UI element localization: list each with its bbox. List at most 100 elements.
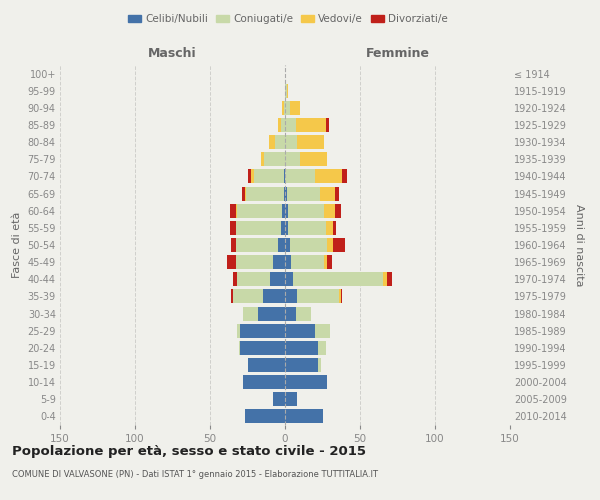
Legend: Celibi/Nubili, Coniugati/e, Vedovi/e, Divorziati/e: Celibi/Nubili, Coniugati/e, Vedovi/e, Di… (124, 10, 452, 29)
Bar (245, 186, 246, 200)
Bar (315, 170, 342, 183)
Bar (258, 306, 285, 320)
Bar (231, 290, 233, 304)
Bar (285, 204, 288, 218)
Bar (285, 306, 296, 320)
Bar (290, 238, 327, 252)
Bar (287, 84, 288, 98)
Bar (241, 186, 245, 200)
Bar (239, 341, 240, 355)
Bar (285, 392, 297, 406)
Bar (235, 255, 273, 269)
Bar (320, 186, 335, 200)
Bar (235, 238, 277, 252)
Bar (285, 272, 293, 286)
Bar (284, 170, 285, 183)
Bar (327, 255, 331, 269)
Bar (285, 118, 296, 132)
Bar (246, 186, 284, 200)
Bar (284, 101, 285, 115)
Y-axis label: Fasce di età: Fasce di età (12, 212, 22, 278)
Bar (285, 170, 315, 183)
Bar (383, 272, 387, 286)
Bar (237, 272, 270, 286)
Bar (281, 118, 285, 132)
Bar (296, 306, 311, 320)
Bar (229, 204, 235, 218)
Text: Maschi: Maschi (148, 47, 197, 60)
Bar (227, 255, 235, 269)
Bar (297, 290, 339, 304)
Bar (325, 118, 329, 132)
Bar (243, 306, 258, 320)
Bar (342, 170, 347, 183)
Bar (287, 186, 320, 200)
Bar (229, 221, 235, 235)
Bar (282, 204, 285, 218)
Bar (233, 272, 237, 286)
Bar (243, 375, 285, 389)
Bar (288, 204, 324, 218)
Bar (261, 152, 264, 166)
Bar (318, 341, 325, 355)
Bar (273, 255, 285, 269)
Bar (264, 152, 285, 166)
Bar (291, 255, 324, 269)
Bar (324, 204, 335, 218)
Bar (285, 410, 323, 424)
Bar (285, 375, 327, 389)
Bar (284, 186, 285, 200)
Bar (231, 238, 235, 252)
Bar (327, 238, 333, 252)
Bar (281, 221, 285, 235)
Bar (315, 324, 330, 338)
Bar (263, 290, 285, 304)
Bar (285, 152, 300, 166)
Bar (285, 221, 288, 235)
Bar (233, 290, 263, 304)
Bar (285, 84, 287, 98)
Bar (275, 135, 285, 149)
Bar (237, 324, 240, 338)
Bar (296, 118, 325, 132)
Bar (235, 204, 237, 218)
Text: Femmine: Femmine (365, 47, 430, 60)
Bar (324, 255, 327, 269)
Bar (300, 152, 327, 166)
Bar (297, 135, 324, 149)
Text: Popolazione per età, sesso e stato civile - 2015: Popolazione per età, sesso e stato civil… (12, 445, 366, 458)
Bar (285, 186, 287, 200)
Bar (290, 101, 300, 115)
Bar (237, 204, 282, 218)
Bar (248, 170, 251, 183)
Bar (285, 290, 297, 304)
Bar (273, 392, 285, 406)
Bar (277, 118, 281, 132)
Bar (270, 272, 285, 286)
Bar (339, 290, 341, 304)
Bar (245, 410, 285, 424)
Bar (269, 135, 275, 149)
Text: COMUNE DI VALVASONE (PN) - Dati ISTAT 1° gennaio 2015 - Elaborazione TUTTITALIA.: COMUNE DI VALVASONE (PN) - Dati ISTAT 1°… (12, 470, 378, 479)
Bar (285, 101, 290, 115)
Bar (248, 358, 285, 372)
Bar (325, 221, 333, 235)
Bar (285, 324, 315, 338)
Bar (341, 290, 342, 304)
Bar (285, 341, 318, 355)
Bar (318, 358, 321, 372)
Bar (254, 170, 284, 183)
Bar (335, 204, 341, 218)
Bar (285, 255, 291, 269)
Bar (277, 238, 285, 252)
Bar (288, 221, 325, 235)
Y-axis label: Anni di nascita: Anni di nascita (574, 204, 584, 286)
Bar (285, 358, 318, 372)
Bar (293, 272, 383, 286)
Bar (282, 101, 284, 115)
Bar (387, 272, 392, 286)
Bar (251, 170, 254, 183)
Bar (285, 238, 290, 252)
Bar (240, 341, 285, 355)
Bar (333, 221, 336, 235)
